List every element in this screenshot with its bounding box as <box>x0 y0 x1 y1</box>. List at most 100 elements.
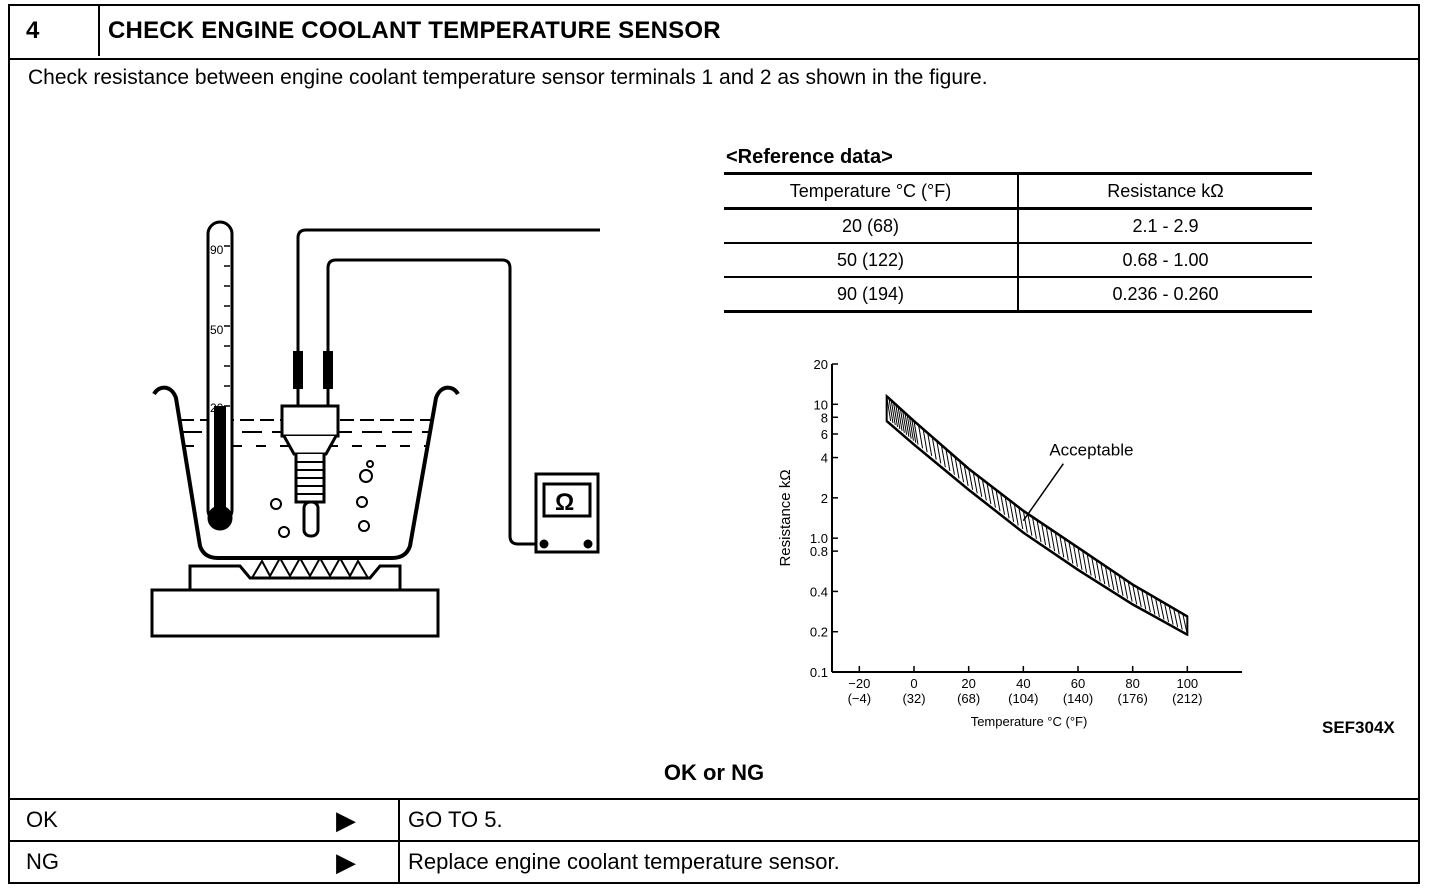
y-tick-label: 0.4 <box>810 584 828 599</box>
band-hatch <box>895 404 901 429</box>
band-hatch <box>893 402 898 427</box>
band-hatch <box>1173 608 1179 628</box>
result-action: GO TO 5. <box>398 800 503 842</box>
temperature-cell: 50 (122) <box>724 243 1019 277</box>
y-tick-label: 8 <box>821 410 828 425</box>
y-tick-label: 0.1 <box>810 665 828 680</box>
y-tick-label: 1.0 <box>810 531 828 546</box>
figure-code: SEF304X <box>1322 718 1395 737</box>
band-hatch <box>922 428 928 453</box>
x-tick-label-fahrenheit: (68) <box>957 691 980 706</box>
x-tick-label-celsius: 40 <box>1016 676 1030 691</box>
band-hatch <box>897 406 903 431</box>
band-hatch <box>1141 589 1147 610</box>
band-hatch <box>1004 496 1010 519</box>
band-hatch <box>1127 581 1133 602</box>
band-hatch <box>906 414 912 439</box>
band-hatch <box>990 486 996 508</box>
x-tick-label-fahrenheit: (104) <box>1008 691 1038 706</box>
result-row-ok: OK ▶ GO TO 5. <box>10 798 1418 842</box>
table-row: 50 (122) 0.68 - 1.00 <box>724 243 1312 277</box>
band-hatch <box>918 424 924 449</box>
table-row: 90 (194) 0.236 - 0.260 <box>724 277 1312 312</box>
band-hatch <box>1013 503 1019 526</box>
band-hatch <box>888 398 894 424</box>
band-hatch <box>936 440 942 464</box>
x-tick-label-fahrenheit: (−4) <box>848 691 871 706</box>
band-hatch <box>1182 613 1188 633</box>
y-axis-title: Resistance kΩ <box>777 469 794 566</box>
band-hatch <box>986 482 992 505</box>
band-hatch <box>1050 529 1056 552</box>
y-tick-label: 0.8 <box>810 544 828 559</box>
band-hatch <box>1027 513 1033 536</box>
band-hatch <box>977 475 983 497</box>
resistance-temperature-chart: 201086421.00.80.40.20.1−20(−4)0(32)20(68… <box>777 357 1242 729</box>
step-number: 4 <box>10 6 100 56</box>
temperature-cell: 20 (68) <box>724 208 1019 243</box>
step-header: 4 CHECK ENGINE COOLANT TEMPERATURE SENSO… <box>10 6 1418 60</box>
band-hatch <box>968 468 974 490</box>
result-label: NG <box>26 849 59 874</box>
x-tick-label-fahrenheit: (212) <box>1172 691 1202 706</box>
x-tick-label-fahrenheit: (140) <box>1063 691 1093 706</box>
acceptable-band <box>885 393 1189 637</box>
band-hatch <box>1159 600 1165 620</box>
step-title: CHECK ENGINE COOLANT TEMPERATURE SENSOR <box>108 17 721 44</box>
annotation-acceptable: Acceptable <box>1049 441 1133 460</box>
band-hatch <box>908 416 914 441</box>
band-hatch <box>995 489 1001 512</box>
resistance-cell: 0.68 - 1.00 <box>1122 249 1209 270</box>
band-hatch <box>954 456 960 479</box>
band-hatch <box>890 400 896 426</box>
band-hatch <box>886 396 892 422</box>
band-hatch <box>1036 519 1042 542</box>
band-hatch <box>1031 516 1037 539</box>
band-hatch <box>981 479 987 501</box>
band-upper-line <box>885 395 1188 618</box>
band-hatch <box>1154 597 1160 618</box>
thermometer-mark-20: 20 <box>210 401 224 415</box>
reference-table: Temperature °C (°F) Resistance kΩ 20 (68… <box>724 172 1312 313</box>
band-hatch <box>1063 538 1069 561</box>
band-hatch <box>899 408 905 433</box>
band-hatch <box>1132 584 1138 605</box>
reference-header-row: Temperature °C (°F) Resistance kΩ <box>724 173 1312 209</box>
thermometer-mark-50: 50 <box>210 323 224 337</box>
band-hatch <box>1123 578 1129 599</box>
band-hatch <box>1177 611 1183 630</box>
band-hatch <box>1082 550 1088 573</box>
reference-data-title: <Reference data> <box>726 146 893 168</box>
x-tick-label-celsius: 80 <box>1125 676 1139 691</box>
band-hatch <box>1091 556 1097 579</box>
band-hatch <box>1118 575 1124 596</box>
band-hatch <box>1072 544 1078 567</box>
band-hatch <box>1045 526 1051 549</box>
y-tick-label: 10 <box>814 397 828 412</box>
band-hatch <box>1113 572 1119 593</box>
band-hatch <box>1077 547 1083 570</box>
band-hatch <box>1009 500 1015 522</box>
play-arrow-icon: ▶ <box>336 805 356 835</box>
x-tick-label-celsius: −20 <box>848 676 870 691</box>
band-hatch <box>1104 565 1110 588</box>
band-hatch <box>931 436 937 460</box>
band-hatch <box>1150 595 1156 615</box>
band-hatch <box>1168 605 1174 625</box>
x-tick-label-celsius: 60 <box>1071 676 1085 691</box>
band-hatch <box>1022 510 1028 533</box>
y-tick-label: 6 <box>821 427 828 442</box>
band-hatch <box>1041 522 1047 546</box>
thermometer-mark-90: 90 <box>210 243 224 257</box>
x-tick-label-celsius: 100 <box>1176 676 1198 691</box>
band-hatch <box>927 432 933 456</box>
y-tick-label: 0.2 <box>810 625 828 640</box>
annotation-leader <box>1022 463 1064 522</box>
band-hatch <box>940 444 946 468</box>
band-hatch <box>913 420 919 445</box>
play-arrow-icon: ▶ <box>336 847 356 877</box>
band-hatch <box>904 412 910 437</box>
x-axis-title: Temperature °C (°F) <box>971 714 1088 729</box>
ohm-symbol: Ω <box>555 489 574 516</box>
band-hatch <box>1068 541 1074 564</box>
